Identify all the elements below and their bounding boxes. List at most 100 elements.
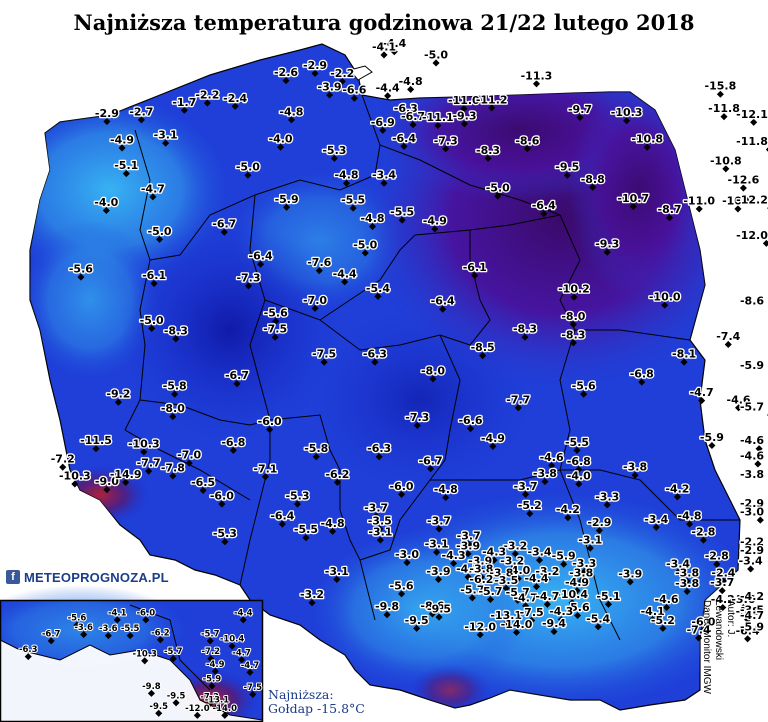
station-27: -9.3 (451, 108, 478, 128)
station-marker (631, 471, 639, 479)
station-temperature: -2.9 (95, 107, 119, 120)
station-temperature: -11.8 (708, 102, 740, 115)
station-47: -4.7 (140, 181, 166, 201)
station-marker (595, 526, 603, 535)
station-marker (434, 121, 442, 130)
station-temperature: -10.2 (558, 283, 590, 296)
station-5: -2.2 (329, 66, 356, 85)
station-marker (580, 567, 588, 575)
station-marker (685, 520, 694, 528)
station-marker (486, 595, 495, 604)
station-temperature: -5.9 (740, 359, 764, 372)
station-52: -11.0 (682, 193, 717, 213)
station-marker (375, 453, 383, 461)
station-marker (698, 397, 706, 405)
station-temperature: -3.6 (74, 623, 93, 633)
station-marker (575, 480, 583, 488)
station-temperature: -2.9 (303, 59, 327, 72)
station-marker (762, 239, 768, 247)
station-temperature: -4.8 (334, 169, 358, 182)
station-temperature: -5.7 (478, 585, 502, 598)
station-marker (435, 613, 443, 621)
station-178: -3.9 (425, 564, 452, 583)
station-36: -11.8 (735, 134, 768, 154)
station-184: -3.8 (568, 565, 595, 585)
station-164: -4.3 (481, 544, 507, 564)
station-temperature: -5.6 (68, 614, 87, 624)
station-temperature: -4.0 (269, 133, 293, 146)
station-160: -3.9 (455, 538, 481, 558)
station-195: -5.1 (595, 588, 622, 608)
station-99: -9.2 (105, 386, 132, 406)
station-183: -3.8 (488, 565, 515, 585)
station-temperature: -9.0 (95, 475, 119, 488)
station-140: -2.9 (739, 495, 766, 511)
station-marker (744, 635, 752, 643)
station-marker (435, 525, 443, 533)
station-marker (376, 536, 384, 544)
station-176: -4.0 (505, 563, 532, 583)
station-inset-24: -9.5 (148, 701, 169, 717)
station-temperature: -10.7 (617, 192, 649, 205)
station-136: -4.2 (664, 481, 691, 501)
station-marker (103, 486, 111, 494)
station-129: -10.3 (58, 468, 92, 488)
station-marker (532, 80, 541, 88)
station-temperature: -8.6 (515, 134, 539, 147)
station-inset-1: -4.1 (107, 607, 128, 624)
station-temperature: -5.3 (213, 527, 237, 540)
station-marker (308, 599, 316, 607)
station-173: -3.4 (665, 556, 692, 576)
station-temperature: -2.2 (740, 535, 764, 548)
station-157: -3.1 (577, 532, 604, 552)
station-temperature: -2.2 (330, 67, 354, 80)
station-inset-11: -6.3 (18, 644, 39, 661)
station-marker (756, 516, 764, 524)
station-temperature: -4.9 (565, 576, 589, 589)
station-temperature: -12.1 (736, 108, 768, 121)
station-temperature: -3.5 (740, 603, 764, 616)
station-marker (249, 690, 257, 698)
station-temperature: -4.3 (442, 549, 466, 562)
station-marker (594, 623, 602, 631)
station-marker (468, 594, 476, 602)
station-temperature: -4.0 (567, 469, 591, 482)
station-temperature: -3.8 (740, 468, 764, 481)
station-73: -5.4 (365, 281, 392, 300)
station-marker (724, 340, 732, 348)
station-temperature: -4.0 (506, 564, 530, 577)
station-inset-25: -12.0 (184, 703, 211, 719)
station-marker (238, 656, 246, 664)
facebook-icon[interactable]: f (6, 570, 20, 584)
meteoprognoza-logo[interactable]: f METEOPROGNOZA.PL (6, 568, 169, 586)
station-inset-14: -7.2 (201, 646, 221, 663)
station-temperature: -2.9 (740, 544, 764, 557)
station-62: -5.0 (146, 224, 173, 243)
station-marker (722, 165, 730, 173)
station-marker (649, 615, 657, 624)
station-marker (434, 575, 442, 583)
station-temperature: -5.8 (304, 442, 328, 455)
station-marker (220, 228, 228, 236)
station-temperature: -4.1 (641, 605, 665, 618)
station-45: -8.8 (579, 171, 606, 191)
station-marker (511, 550, 519, 558)
station-temperature: -4.4 (524, 572, 548, 585)
station-marker (603, 248, 611, 256)
station-marker (532, 583, 541, 591)
station-temperature: -4.0 (94, 196, 118, 209)
station-marker (695, 205, 703, 213)
station-temperature: -7.3 (434, 134, 458, 147)
station-9: -4.4 (374, 80, 401, 100)
station-marker (228, 642, 236, 650)
station-marker (548, 462, 556, 470)
station-32: -6.4 (391, 131, 418, 150)
station-temperature: -5.0 (148, 225, 172, 238)
station-temperature: -3.4 (666, 558, 690, 571)
station-53: -10.0 (721, 193, 755, 213)
station-marker (282, 77, 290, 85)
station-temperature: -4.7 (232, 648, 251, 658)
station-temperature: -5.6 (566, 601, 590, 614)
station-marker (652, 523, 660, 531)
